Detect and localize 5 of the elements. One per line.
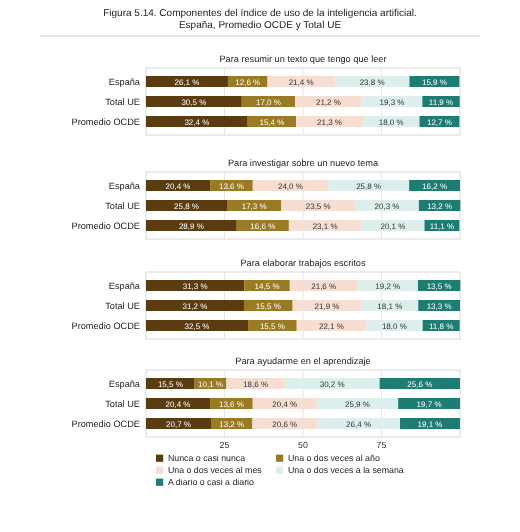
bar (146, 96, 242, 107)
bar (146, 300, 244, 311)
bar (146, 320, 249, 331)
bar (146, 280, 245, 291)
bar (146, 116, 248, 127)
